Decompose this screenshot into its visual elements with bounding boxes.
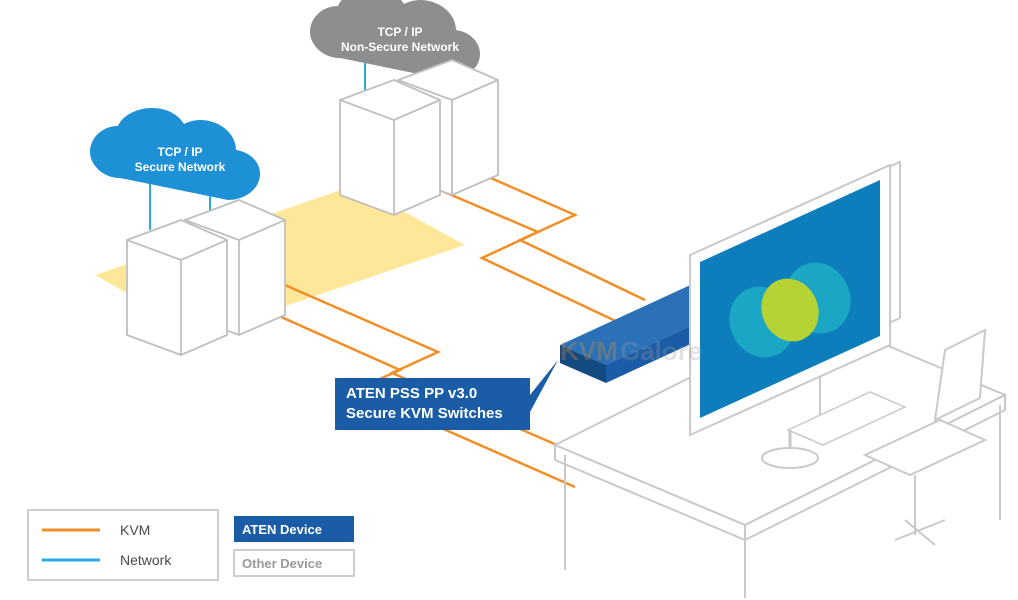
kvm-line-nonsecure-2 xyxy=(428,185,622,324)
secure-cloud-line1: TCP / IP xyxy=(157,145,202,159)
legend: KVM Network ATEN Device Other Device xyxy=(28,510,354,580)
svg-text:Galore: Galore xyxy=(620,336,702,366)
network-diagram: TCP / IP Non-Secure Network TCP / IP Sec… xyxy=(0,0,1018,600)
secure-cloud: TCP / IP Secure Network xyxy=(90,108,260,200)
legend-network: Network xyxy=(120,552,172,568)
callout-line1: ATEN PSS PP v3.0 xyxy=(346,385,477,402)
nonsecure-cloud-line2: Non-Secure Network xyxy=(341,40,459,54)
legend-aten: ATEN Device xyxy=(242,522,322,537)
legend-kvm: KVM xyxy=(120,522,150,538)
kvm-line-secure xyxy=(262,275,598,463)
nonsecure-cloud-line1: TCP / IP xyxy=(377,25,422,39)
kvm-line-nonsecure xyxy=(468,168,645,300)
secure-cloud-line2: Secure Network xyxy=(135,160,226,174)
watermark: KVM Galore xyxy=(560,336,702,366)
callout-line2: Secure KVM Switches xyxy=(346,405,503,422)
legend-other: Other Device xyxy=(242,556,322,571)
svg-text:KVM: KVM xyxy=(560,336,618,366)
callout: ATEN PSS PP v3.0 Secure KVM Switches xyxy=(335,360,558,430)
nonsecure-servers xyxy=(340,60,498,215)
